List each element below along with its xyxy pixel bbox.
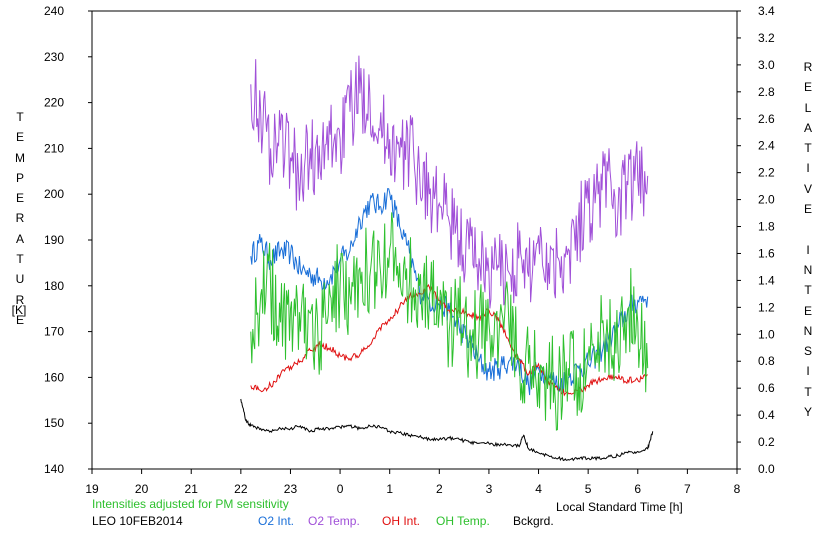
sensitivity-note: Intensities adjusted for PM sensitivity — [92, 497, 289, 511]
axis-label-letter: U — [15, 272, 25, 287]
right-tick-label: 0.4 — [758, 408, 775, 422]
x-tick-label: 8 — [734, 482, 741, 496]
legend-o2-int: O2 Int. — [258, 514, 295, 528]
legend-oh-int: OH Int. — [382, 514, 421, 528]
series-group — [240, 55, 654, 462]
axis-label-letter: R — [803, 60, 813, 74]
axis-label-letter: E — [803, 303, 812, 318]
x-tick-label: 0 — [337, 482, 344, 496]
axis-label-letter: E — [15, 130, 24, 145]
axis-label-letter: T — [16, 110, 24, 124]
x-tick-label: 3 — [486, 482, 493, 496]
right-tick-label: 0.2 — [758, 435, 775, 449]
right-tick-label: 0.0 — [758, 462, 775, 476]
x-tick-label: 21 — [185, 482, 199, 496]
series-line-bckgrd- — [240, 398, 654, 462]
right-tick-label: 3.0 — [758, 58, 775, 72]
left-tick-label: 210 — [44, 141, 64, 155]
right-tick-label: 0.6 — [758, 381, 775, 395]
series-line-o2-temp- — [250, 55, 649, 309]
axis-label-letter: Y — [803, 405, 812, 420]
x-tick-label: 7 — [684, 482, 691, 496]
right-tick-label: 3.2 — [758, 31, 775, 45]
left-tick-label: 240 — [44, 4, 64, 18]
axis-label-letter: R — [15, 211, 25, 226]
axis-label-letter: I — [806, 161, 810, 176]
legend-oh-temp: OH Temp. — [436, 514, 490, 528]
right-tick-label: 2.0 — [758, 193, 775, 207]
right-tick-label: 2.6 — [758, 112, 775, 126]
axis-label-letter: I — [806, 364, 810, 379]
axis-label-letter: E — [15, 191, 24, 206]
x-tick-label: 6 — [634, 482, 641, 496]
x-tick-label: 23 — [284, 482, 298, 496]
x-tick-label: 19 — [85, 482, 99, 496]
right-tick-label: 3.4 — [758, 4, 775, 18]
legend-o2-temp: O2 Temp. — [308, 514, 360, 528]
left-tick-label: 160 — [44, 370, 64, 384]
axis-label-letter: M — [15, 150, 25, 165]
axes: 1401501601701801902002102202302400.00.20… — [44, 4, 775, 496]
right-tick-label: 1.2 — [758, 300, 775, 314]
axis-label-letter: T — [16, 252, 24, 267]
axis-label-letter: R — [15, 292, 25, 307]
x-tick-label: 22 — [234, 482, 248, 496]
axis-label-letter: S — [803, 344, 812, 359]
axis-label-letter: E — [803, 80, 812, 95]
right-tick-label: 2.4 — [758, 139, 775, 153]
station-label: LEO 10FEB2014 — [92, 514, 183, 528]
right-tick-label: 1.6 — [758, 246, 775, 260]
x-tick-label: 1 — [386, 482, 393, 496]
x-tick-label: 20 — [135, 482, 149, 496]
legend-bckgrd: Bckgrd. — [513, 514, 554, 528]
x-axis-label: Local Standard Time [h] — [556, 500, 683, 514]
right-tick-label: 2.2 — [758, 166, 775, 180]
left-axis-unit: [K] — [11, 303, 27, 317]
right-tick-label: 2.8 — [758, 85, 775, 99]
axis-label-letter: E — [803, 202, 812, 217]
left-tick-label: 150 — [44, 416, 64, 430]
series-line-oh-int- — [250, 283, 648, 397]
left-tick-label: 230 — [44, 50, 64, 64]
axis-label-letter: T — [804, 141, 812, 156]
x-tick-label: 4 — [535, 482, 542, 496]
axis-label-letter: A — [803, 120, 812, 135]
left-tick-label: 220 — [44, 96, 64, 110]
left-tick-label: 200 — [44, 187, 64, 201]
x-tick-label: 2 — [436, 482, 443, 496]
left-tick-label: 140 — [44, 462, 64, 476]
axis-label-letter: L — [804, 100, 812, 115]
axis-label-letter: E — [15, 312, 24, 327]
axis-label-letter: T — [804, 283, 812, 298]
x-tick-label: 5 — [585, 482, 592, 496]
axis-label-letter: N — [803, 262, 813, 277]
right-tick-label: 1.8 — [758, 220, 775, 234]
axis-label-letter: P — [15, 170, 24, 185]
axis-label-letter — [800, 219, 816, 239]
axis-label-letter: T — [804, 384, 812, 399]
right-tick-label: 1.0 — [758, 327, 775, 341]
left-tick-label: 180 — [44, 279, 64, 293]
axis-label-letter: N — [803, 323, 813, 338]
right-tick-label: 1.4 — [758, 273, 775, 287]
series-line-oh-temp- — [250, 212, 649, 431]
right-tick-label: 0.8 — [758, 354, 775, 368]
plot-frame — [91, 10, 738, 470]
axis-label-letter: A — [15, 231, 24, 246]
left-tick-label: 190 — [44, 233, 64, 247]
axis-label-letter: I — [806, 242, 810, 257]
left-tick-label: 170 — [44, 325, 64, 339]
axis-label-letter: V — [803, 181, 812, 196]
